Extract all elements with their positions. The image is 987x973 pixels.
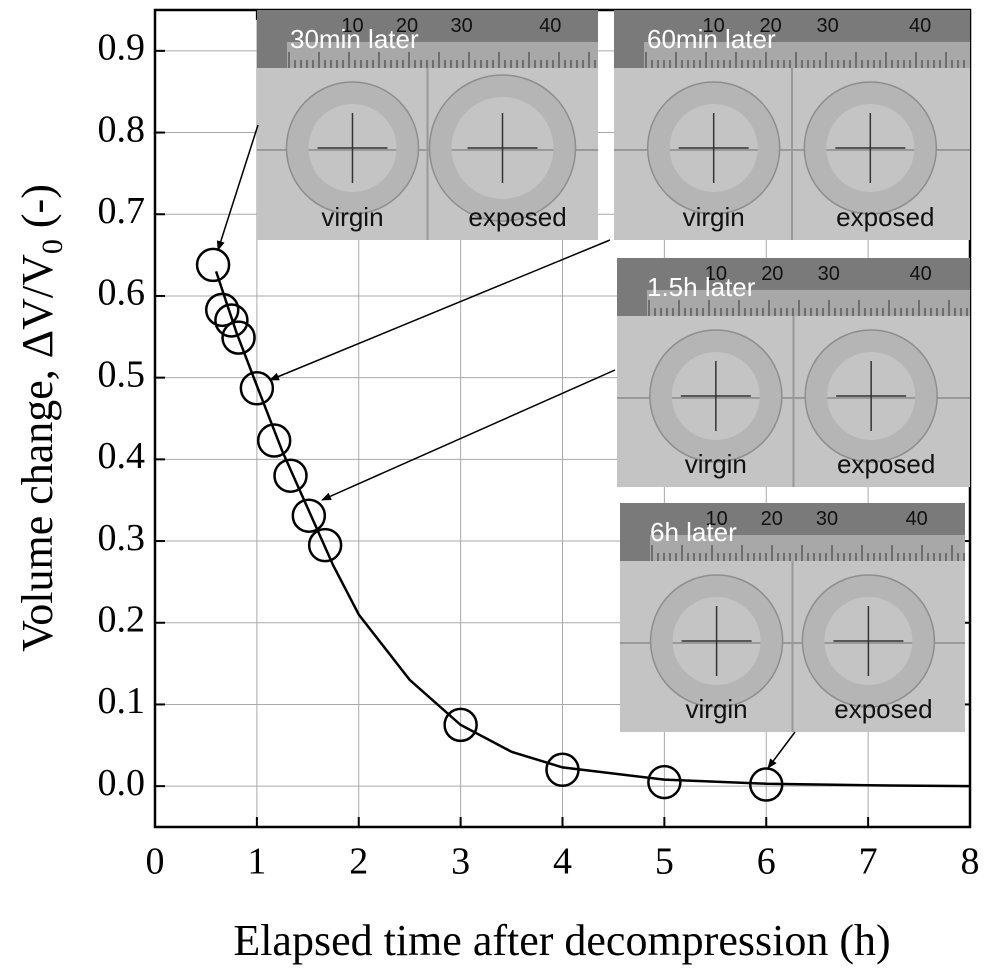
ruler-scale — [647, 290, 970, 316]
ring-edge — [285, 81, 420, 215]
ring — [647, 82, 780, 214]
x-tick-label: 1 — [247, 841, 266, 883]
inset-photo: virgin exposed 10 20 30 40 60min later — [614, 10, 970, 240]
inset-photo: virgin exposed 10 20 30 40 30min later — [257, 10, 598, 240]
inset-photo: virgin exposed 10 20 30 40 1.5h later — [617, 258, 970, 487]
ring-edge — [803, 81, 938, 215]
arrow — [321, 369, 616, 501]
ruler-number: 40 — [539, 15, 561, 37]
y-tick-label: 0.0 — [98, 762, 146, 804]
x-tick-label: 3 — [451, 841, 470, 883]
y-tick-label: 0.1 — [98, 680, 146, 722]
x-tick-label: 2 — [349, 841, 368, 883]
ring-edge — [649, 574, 784, 708]
data-point — [647, 764, 682, 800]
x-tick-label: 6 — [757, 841, 776, 883]
inset-photo: virgin exposed 10 20 30 40 6h later — [620, 503, 965, 732]
ring — [649, 330, 782, 462]
ruler-number: 40 — [909, 263, 931, 285]
data-point — [214, 303, 249, 338]
y-tick-label: 0.6 — [98, 272, 146, 314]
x-tick-label: 0 — [146, 841, 165, 883]
y-axis-title-suffix: (-) — [13, 184, 62, 239]
data-point — [273, 458, 308, 493]
arrow — [767, 731, 796, 769]
data-point — [204, 292, 240, 328]
inset-label: exposed — [836, 202, 934, 232]
inset-title: 1.5h later — [647, 272, 756, 302]
inset-label: virgin — [683, 202, 745, 232]
x-tick-label: 4 — [553, 841, 572, 883]
data-point — [545, 752, 580, 788]
inset-title: 60min later — [647, 24, 776, 54]
ring — [429, 75, 576, 221]
y-axis-title: Volume change, ΔV/V0 (-) — [13, 184, 69, 652]
data-point — [195, 247, 231, 283]
inset-label: virgin — [686, 694, 748, 724]
ruler-number: 20 — [396, 15, 418, 37]
data-point — [221, 320, 256, 355]
data-point — [749, 767, 784, 802]
ring-edge — [804, 329, 938, 463]
arrow — [269, 239, 611, 381]
x-axis-title: Elapsed time after decompression (h) — [233, 916, 890, 965]
ring — [286, 82, 419, 214]
inset-title: 30min later — [290, 24, 419, 54]
y-tick-label: 0.8 — [98, 108, 146, 150]
ring-edge — [649, 329, 783, 463]
inset-label: virgin — [685, 449, 747, 479]
y-tick-label: 0.5 — [98, 353, 146, 395]
arrow — [216, 124, 259, 251]
data-point — [256, 423, 292, 458]
y-axis-title-main: Volume change, ΔV/V — [13, 254, 62, 652]
y-tick-label: 0.4 — [98, 435, 146, 477]
data-point — [443, 707, 478, 743]
ruler-number: 30 — [818, 263, 840, 285]
ring — [650, 575, 783, 707]
inset-label: virgin — [321, 202, 383, 232]
y-axis-title-subscript: 0 — [36, 239, 69, 254]
ruler-scale — [287, 42, 598, 68]
ruler-number: 10 — [705, 263, 727, 285]
ring-edge — [646, 81, 781, 215]
ring — [802, 575, 935, 707]
data-point — [239, 371, 275, 406]
inset-title: 6h later — [650, 517, 737, 547]
y-tick-label: 0.3 — [98, 517, 146, 559]
x-tick-label: 5 — [655, 841, 674, 883]
x-tick-label: 7 — [859, 841, 878, 883]
ruler-number: 30 — [450, 15, 472, 37]
inset-label: exposed — [834, 694, 932, 724]
ruler-number: 10 — [703, 15, 725, 37]
ruler-number: 40 — [909, 15, 931, 37]
data-point — [307, 527, 343, 563]
ruler-number: 30 — [816, 15, 838, 37]
ring — [805, 330, 938, 462]
inset-label: exposed — [468, 202, 566, 232]
ruler-number: 20 — [760, 15, 782, 37]
ruler-number: 20 — [761, 263, 783, 285]
ruler-number: 40 — [906, 508, 928, 530]
fit-line — [214, 271, 971, 788]
inset-label: exposed — [837, 449, 935, 479]
ruler-number: 10 — [341, 15, 363, 37]
y-tick-label: 0.2 — [98, 598, 146, 640]
ring-edge — [428, 74, 577, 222]
data-point — [291, 498, 327, 533]
ruler-number: 10 — [705, 508, 727, 530]
ring — [804, 82, 937, 214]
y-tick-label: 0.9 — [98, 27, 146, 69]
ruler-number: 20 — [761, 508, 783, 530]
y-tick-label: 0.7 — [98, 190, 146, 232]
x-tick-label: 8 — [961, 841, 980, 883]
ruler-number: 30 — [816, 508, 838, 530]
ring-edge — [801, 574, 936, 708]
